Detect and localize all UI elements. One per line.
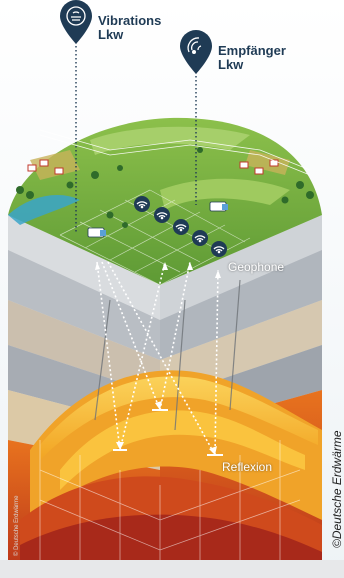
geophone-icon (154, 207, 170, 223)
geophone-icon (192, 230, 208, 246)
credit-vertical: ©Deutsche Erdwärme (330, 430, 344, 548)
landscape-surface (8, 117, 322, 286)
vibrations-pin-icon (60, 0, 92, 44)
geophone-label: Geophone (228, 260, 285, 274)
bottom-band (0, 560, 344, 578)
trees (16, 147, 314, 228)
empfaenger-label-line1: Empfänger (218, 43, 286, 58)
empfaenger-label-line2: Lkw (218, 57, 244, 72)
geophone-icon (134, 196, 150, 212)
seismic-ray-paths (96, 261, 219, 456)
credit-small: © Deutsche Erdwärme (14, 495, 20, 556)
geophone-icon (211, 241, 227, 257)
empfaenger-label: Empfänger Lkw (218, 44, 286, 72)
reflection-points (113, 409, 223, 456)
fault-lines (94, 279, 241, 431)
vibrations-label-line1: Vibrations (98, 13, 162, 28)
geophone-icon (173, 219, 189, 235)
vibrations-label: Vibrations Lkw (98, 14, 161, 42)
village-houses (27, 159, 279, 175)
vibration-truck (87, 227, 106, 238)
empfaenger-pin-icon (180, 30, 212, 74)
ray-arrowheads (95, 262, 221, 455)
geophone-array (134, 196, 227, 257)
reflexion-label: Reflexion (222, 460, 273, 474)
vibrations-label-line2: Lkw (98, 27, 124, 42)
receiver-truck (209, 201, 228, 212)
